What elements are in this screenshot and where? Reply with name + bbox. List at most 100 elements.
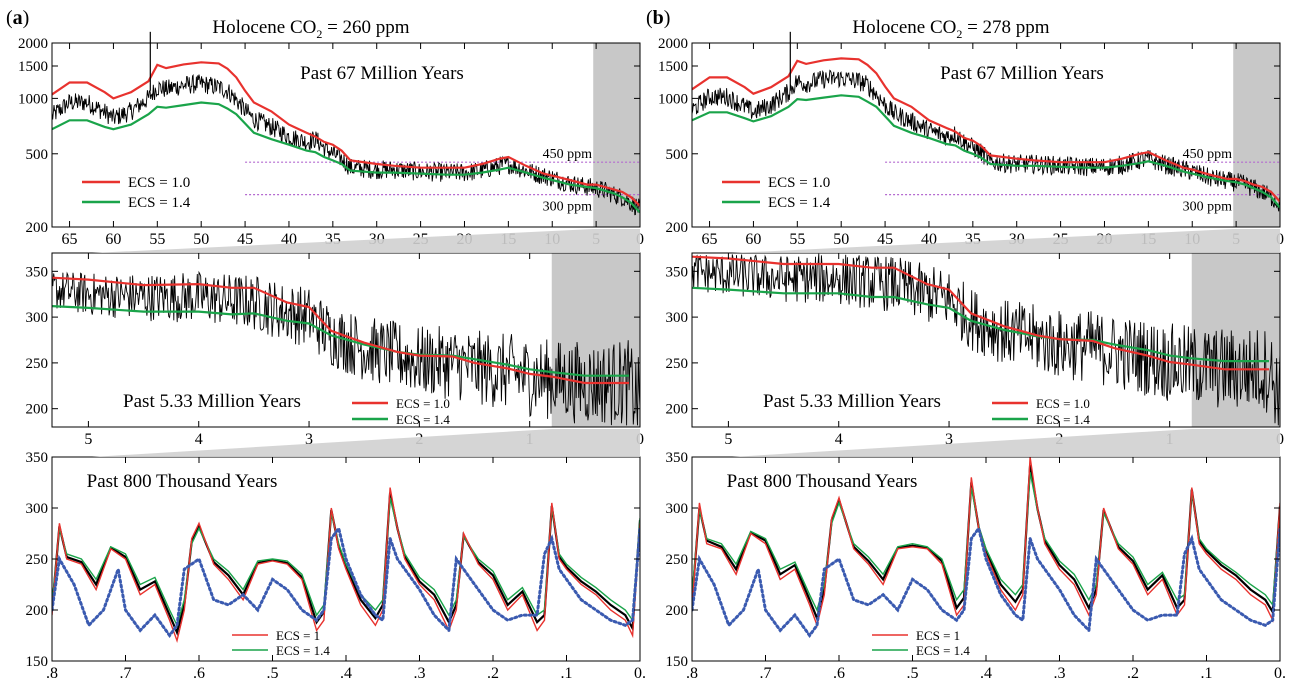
legend-label: ECS = 1.0	[396, 396, 450, 411]
plot-content	[692, 253, 1280, 426]
x-tick-label: 5	[84, 431, 92, 448]
y-tick-label: 350	[666, 450, 689, 466]
plot-frame	[691, 42, 1281, 228]
y-tick-label: 2000	[658, 36, 688, 52]
x-tick-label: 0.	[1274, 665, 1286, 682]
series-ice-core	[52, 524, 640, 639]
shaded-region	[1233, 43, 1280, 227]
plot-row-1: 450 ppm 300 ppm 200 500 1000 1500 2000 65 60 55 50…	[18, 31, 644, 248]
panel-a: (a) Holocene CO2 = 260 ppm 450 ppm 300 ppm 2…	[6, 7, 646, 682]
x-tick-label: 5	[724, 431, 732, 448]
y-tick-label: 300	[26, 501, 49, 517]
legend-label: ECS = 1.0	[1036, 396, 1090, 411]
series-ecs-1-0	[52, 276, 629, 385]
x-tick-label: .5	[907, 665, 919, 682]
row-title: Past 5.33 Million Years	[763, 391, 941, 412]
panel-letter: (b)	[646, 7, 670, 29]
legend-label: ECS = 1	[276, 628, 320, 643]
y-tick-label: 300	[26, 310, 49, 326]
plot-content	[692, 57, 1280, 212]
series-ecs-1-0	[692, 255, 1269, 371]
y-tick-label: 300	[666, 501, 689, 517]
legend-label: ECS = 1.4	[396, 412, 450, 427]
legend-label: ECS = 1.4	[128, 195, 191, 211]
x-tick-label: 65	[62, 231, 78, 248]
row-title: Past 67 Million Years	[940, 63, 1104, 84]
legend-label: ECS = 1.0	[768, 175, 830, 191]
x-tick-label: .1	[561, 665, 573, 682]
row-title: Past 67 Million Years	[300, 63, 464, 84]
x-tick-label: .5	[267, 665, 279, 682]
y-tick-label: 1500	[18, 59, 48, 75]
x-tick-label: 4	[195, 431, 203, 448]
x-tick-label: .2	[1127, 665, 1139, 682]
x-tick-label: .8	[686, 665, 698, 682]
y-tick-label: 200	[666, 603, 689, 619]
panel-letter: (a)	[6, 7, 29, 29]
x-tick-label: .4	[980, 665, 992, 682]
x-tick-label: 3	[305, 431, 313, 448]
legend-label: ECS = 1.4	[1036, 412, 1090, 427]
y-tick-label: 350	[26, 264, 49, 280]
y-tick-label: 1000	[658, 91, 688, 107]
x-tick-label: 45	[237, 231, 253, 248]
plot-row-2: 200250300350543210Past 5.33 Million Year…	[26, 252, 644, 448]
plot-content	[52, 270, 640, 426]
x-tick-label: .7	[120, 665, 132, 682]
plot-content	[52, 61, 640, 216]
y-tick-label: 200	[666, 220, 689, 236]
y-tick-label: 350	[26, 450, 49, 466]
y-tick-label: 200	[26, 402, 49, 418]
plot-row-2: 200250300350543210Past 5.33 Million Year…	[666, 252, 1284, 448]
y-tick-label: 150	[26, 654, 49, 670]
x-tick-label: .7	[760, 665, 772, 682]
y-tick-label: 250	[26, 552, 49, 568]
legend-label: ECS = 1.4	[768, 195, 831, 211]
y-tick-label: 350	[666, 264, 689, 280]
row-title: Past 5.33 Million Years	[123, 391, 301, 412]
zoom-wedge	[732, 229, 1280, 253]
x-tick-label: 4	[835, 431, 843, 448]
reference-line-label: 300 ppm	[1183, 200, 1233, 215]
y-tick-label: 200	[26, 603, 49, 619]
series-ecs-1-0	[52, 487, 640, 644]
panel-b: (b) Holocene CO2 = 278 ppm 450 ppm 300 ppm 2…	[646, 7, 1286, 682]
y-tick-label: 150	[666, 654, 689, 670]
y-tick-label: 250	[666, 552, 689, 568]
series-ecs-1-4	[692, 94, 1280, 209]
x-tick-label: 60	[105, 231, 121, 248]
x-tick-label: 50	[833, 231, 849, 248]
plot-frame	[51, 42, 641, 228]
x-tick-label: .1	[1201, 665, 1213, 682]
x-tick-label: 45	[877, 231, 893, 248]
zoom-wedge	[92, 229, 640, 253]
x-tick-label: 65	[702, 231, 718, 248]
x-tick-label: 60	[745, 231, 761, 248]
y-tick-label: 1500	[658, 59, 688, 75]
panel-title: Holocene CO2 = 260 ppm	[212, 17, 409, 41]
series-ecs-1-4	[52, 101, 640, 214]
x-tick-label: 0.	[634, 665, 646, 682]
plot-row-1: 450 ppm 300 ppm 200 500 1000 1500 2000 65 60 55 50…	[658, 31, 1284, 248]
plot-row-3: 150 200 250 300 350 .8 .7 .6 .5 .4 .3 .2 .1 0. Past 80…	[666, 450, 1287, 682]
x-tick-label: .3	[414, 665, 426, 682]
reference-line-label: 450 ppm	[1183, 147, 1233, 162]
row-title: Past 800 Thousand Years	[87, 471, 278, 492]
x-tick-label: .6	[833, 665, 845, 682]
panel-title: Holocene CO2 = 278 ppm	[852, 17, 1049, 41]
y-tick-label: 500	[666, 147, 689, 163]
series-ice-core	[692, 524, 1280, 639]
y-tick-label: 1000	[18, 91, 48, 107]
series-ecs-1-0	[692, 57, 1280, 203]
plot-row-3: 150 200 250 300 350 .8 .7 .6 .5 .4 .3 .2 .1 0. Past 80…	[26, 450, 647, 682]
y-tick-label: 200	[666, 402, 689, 418]
x-tick-label: 50	[193, 231, 209, 248]
y-tick-label: 250	[26, 356, 49, 372]
legend-label: ECS = 1.4	[276, 643, 330, 658]
x-tick-label: .6	[193, 665, 205, 682]
x-tick-label: .3	[1054, 665, 1066, 682]
plot-content	[52, 487, 640, 644]
plot-area	[692, 253, 1280, 427]
reference-line-label: 450 ppm	[543, 147, 593, 162]
